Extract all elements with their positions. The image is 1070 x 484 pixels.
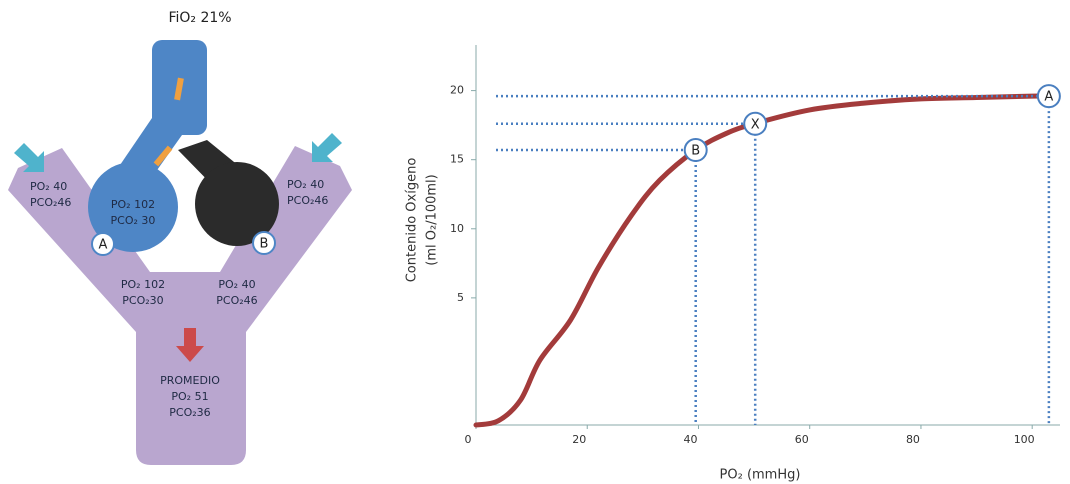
- diagram-title: FiO₂ 21%: [168, 10, 231, 26]
- x-tick-label: 40: [683, 433, 697, 446]
- y-tick-label: 10: [450, 222, 464, 235]
- y-tick-label: 15: [450, 153, 464, 166]
- x-tick-label: 60: [795, 433, 809, 446]
- x-axis-label: PO₂ (mmHg): [720, 468, 801, 483]
- x-tick-label: 100: [1014, 433, 1035, 446]
- gas-value: PROMEDIO: [160, 374, 220, 387]
- gas-value: PCO₂46: [216, 294, 257, 307]
- x-tick-label: 20: [572, 433, 586, 446]
- gas-value: PO₂ 51: [171, 390, 208, 403]
- y-axis-label: (ml O₂/100ml): [425, 174, 440, 265]
- gas-value: PCO₂30: [122, 294, 163, 307]
- marker-label: B: [260, 237, 269, 252]
- gas-value: PCO₂46: [287, 194, 328, 207]
- gas-value: PO₂ 40: [218, 278, 255, 291]
- curve: [476, 96, 1049, 425]
- flow-arrow: [312, 133, 342, 162]
- point-label: B: [691, 144, 700, 159]
- gas-value: PO₂ 102: [121, 278, 165, 291]
- page: FiO₂ 21% PO₂ 40 PCO₂46 PO₂ 102 PCO₂ 30 PO₂ 4…: [0, 0, 1070, 484]
- y-tick-label: 20: [450, 84, 464, 97]
- gas-value: PO₂ 40: [287, 178, 324, 191]
- x-tick-label: 0: [465, 433, 472, 446]
- flow-arrow: [14, 143, 44, 172]
- gas-value: PO₂ 40: [30, 180, 67, 193]
- x-tick-label: 80: [906, 433, 920, 446]
- gas-value: PCO₂ 30: [111, 214, 156, 227]
- y-tick-label: 5: [457, 291, 464, 304]
- point-label: X: [751, 117, 760, 132]
- marker-label: A: [99, 238, 108, 253]
- y-axis-label: Contenido Oxígeno: [405, 158, 420, 283]
- gas-value: PCO₂46: [30, 196, 71, 209]
- gas-value: PCO₂36: [169, 406, 210, 419]
- gas-value: PO₂ 102: [111, 198, 155, 211]
- point-label: A: [1044, 90, 1053, 105]
